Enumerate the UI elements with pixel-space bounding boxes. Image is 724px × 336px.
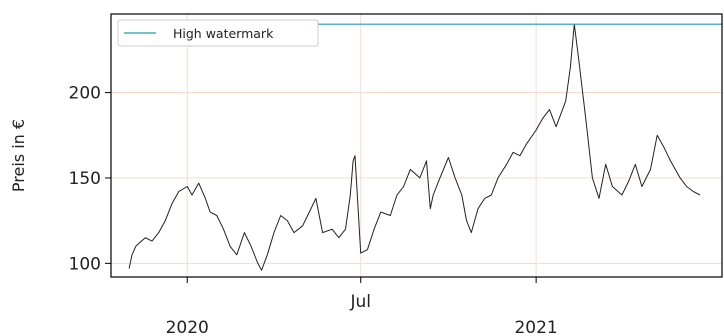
x-tick-label: Jul: [349, 292, 371, 312]
y-tick-label: 150: [69, 169, 101, 189]
price-line: [128, 23, 701, 271]
legend-label-high-watermark: High watermark: [173, 26, 274, 41]
grid-lines: [111, 14, 722, 277]
x-tick-label: 2021: [514, 318, 557, 336]
legend: High watermark: [117, 19, 319, 47]
axis-ticks: 100 150 200 2020 Jul 2021: [69, 84, 558, 336]
y-tick-label: 100: [69, 254, 101, 274]
plot-frame: [110, 13, 723, 278]
x-tick-label: 2020: [166, 318, 209, 336]
series-layer: [128, 23, 722, 271]
y-axis-label: Preis in €: [9, 119, 28, 192]
legend-box: [117, 19, 319, 47]
y-tick-label: 200: [69, 84, 101, 104]
